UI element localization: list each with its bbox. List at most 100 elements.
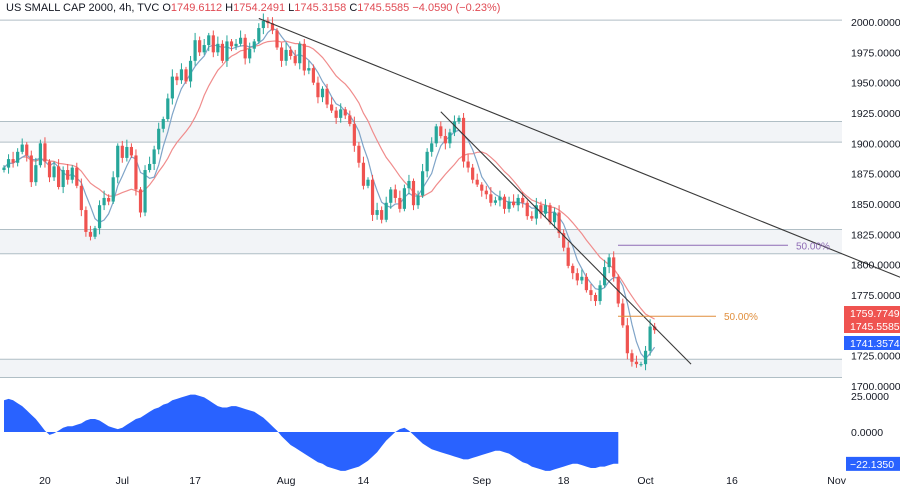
open-label: O <box>162 2 171 14</box>
candle-body <box>102 197 106 206</box>
candle-body <box>11 159 15 163</box>
candle-body <box>93 228 97 237</box>
candle-body <box>493 200 497 203</box>
candle-body <box>270 23 275 31</box>
candle-body <box>475 179 479 185</box>
candle-body <box>357 145 361 163</box>
low-label: L <box>288 2 295 14</box>
candle-body <box>562 233 566 248</box>
candle-body <box>380 210 384 220</box>
candle-body <box>97 205 102 229</box>
price-tick-label: 1800.0000 <box>851 260 900 272</box>
candle-body <box>498 196 502 201</box>
candle-body <box>543 205 548 214</box>
candle-body <box>343 109 347 116</box>
candle-body <box>411 180 416 206</box>
candle-body <box>552 212 557 223</box>
candle-body <box>134 155 138 190</box>
trendlines <box>258 17 900 365</box>
oscillator-current-badge <box>846 456 900 471</box>
candle-body <box>138 189 143 213</box>
candle-body <box>34 165 38 183</box>
candle-body <box>211 35 215 53</box>
candle-body <box>580 276 584 281</box>
candle-body <box>430 143 434 152</box>
candle-body <box>320 88 325 98</box>
candle-body <box>471 167 475 180</box>
candle-body <box>443 136 447 144</box>
zone-band <box>0 121 842 143</box>
candle-body <box>116 145 120 178</box>
low-value: 1745.3158 <box>294 2 347 14</box>
moving-averages <box>3 28 656 360</box>
candle-body <box>512 201 516 206</box>
candle-body <box>575 273 579 281</box>
candle-body <box>434 126 438 144</box>
candle-body <box>79 185 83 211</box>
oscillator-tick-label: 0.0000 <box>851 427 883 439</box>
candle-body <box>571 265 575 274</box>
support-resistance-zones <box>0 19 842 379</box>
time-tick-label: 17 <box>189 475 201 487</box>
fib-level-label: 50.00% <box>796 241 830 252</box>
candle-body <box>452 121 457 133</box>
candle-body <box>216 43 220 53</box>
slow-moving-average-line <box>3 40 655 320</box>
candle-body <box>38 143 42 166</box>
candle-body <box>125 146 129 158</box>
candle-body <box>421 171 425 196</box>
candle-body <box>625 325 629 354</box>
candle-body <box>366 179 370 186</box>
candle-body <box>47 161 52 178</box>
candle-body <box>439 126 443 137</box>
candle-body <box>234 43 238 47</box>
candle-body <box>539 205 543 214</box>
price-tick-label: 1925.0000 <box>851 108 900 120</box>
oscillator-current-label: −22.1350 <box>850 459 894 471</box>
candle-body <box>229 41 234 47</box>
price-tick-label: 1825.0000 <box>851 229 900 241</box>
candle-body <box>70 167 74 180</box>
zone-band <box>0 229 842 254</box>
candle-body <box>598 285 602 302</box>
close-value: 1745.5585 <box>357 2 410 14</box>
candle-body <box>261 20 265 29</box>
candle-body <box>466 161 470 168</box>
candle-body <box>325 88 329 105</box>
candle-body <box>184 69 188 82</box>
price-tick-label: 1875.0000 <box>851 169 900 181</box>
zone-band <box>0 359 842 378</box>
candle-body <box>252 41 256 49</box>
oscillator-area <box>4 394 619 471</box>
high-value: 1754.2491 <box>233 2 286 14</box>
candle-body <box>648 326 652 351</box>
candle-body <box>416 195 420 206</box>
oscillator-tick-label: 25.0000 <box>851 391 889 403</box>
candle-body <box>480 184 484 191</box>
time-tick-label: 18 <box>558 475 570 487</box>
candle-body <box>275 30 279 48</box>
candle-body <box>307 68 311 71</box>
candle-body <box>66 170 70 180</box>
candle-body <box>29 155 33 183</box>
price-label-text: 1741.3574 <box>850 338 900 350</box>
candle-body <box>603 267 607 286</box>
candle-body <box>448 132 452 144</box>
candle-body <box>75 167 79 186</box>
price-tick-label: 1900.0000 <box>851 138 900 150</box>
candle-body <box>507 201 511 209</box>
candle-body <box>220 43 224 61</box>
candle-body <box>43 143 47 162</box>
candle-body <box>52 166 56 178</box>
candle-body <box>311 68 315 83</box>
candle-body <box>521 197 525 203</box>
candle-body <box>293 55 297 64</box>
candle-body <box>330 104 334 111</box>
candle-body <box>111 177 115 202</box>
candle-body <box>198 40 202 53</box>
candle-body <box>525 202 529 217</box>
candle-body <box>279 47 284 61</box>
time-tick-label: 16 <box>726 475 738 487</box>
price-tick-label: 2000.0000 <box>851 17 900 29</box>
